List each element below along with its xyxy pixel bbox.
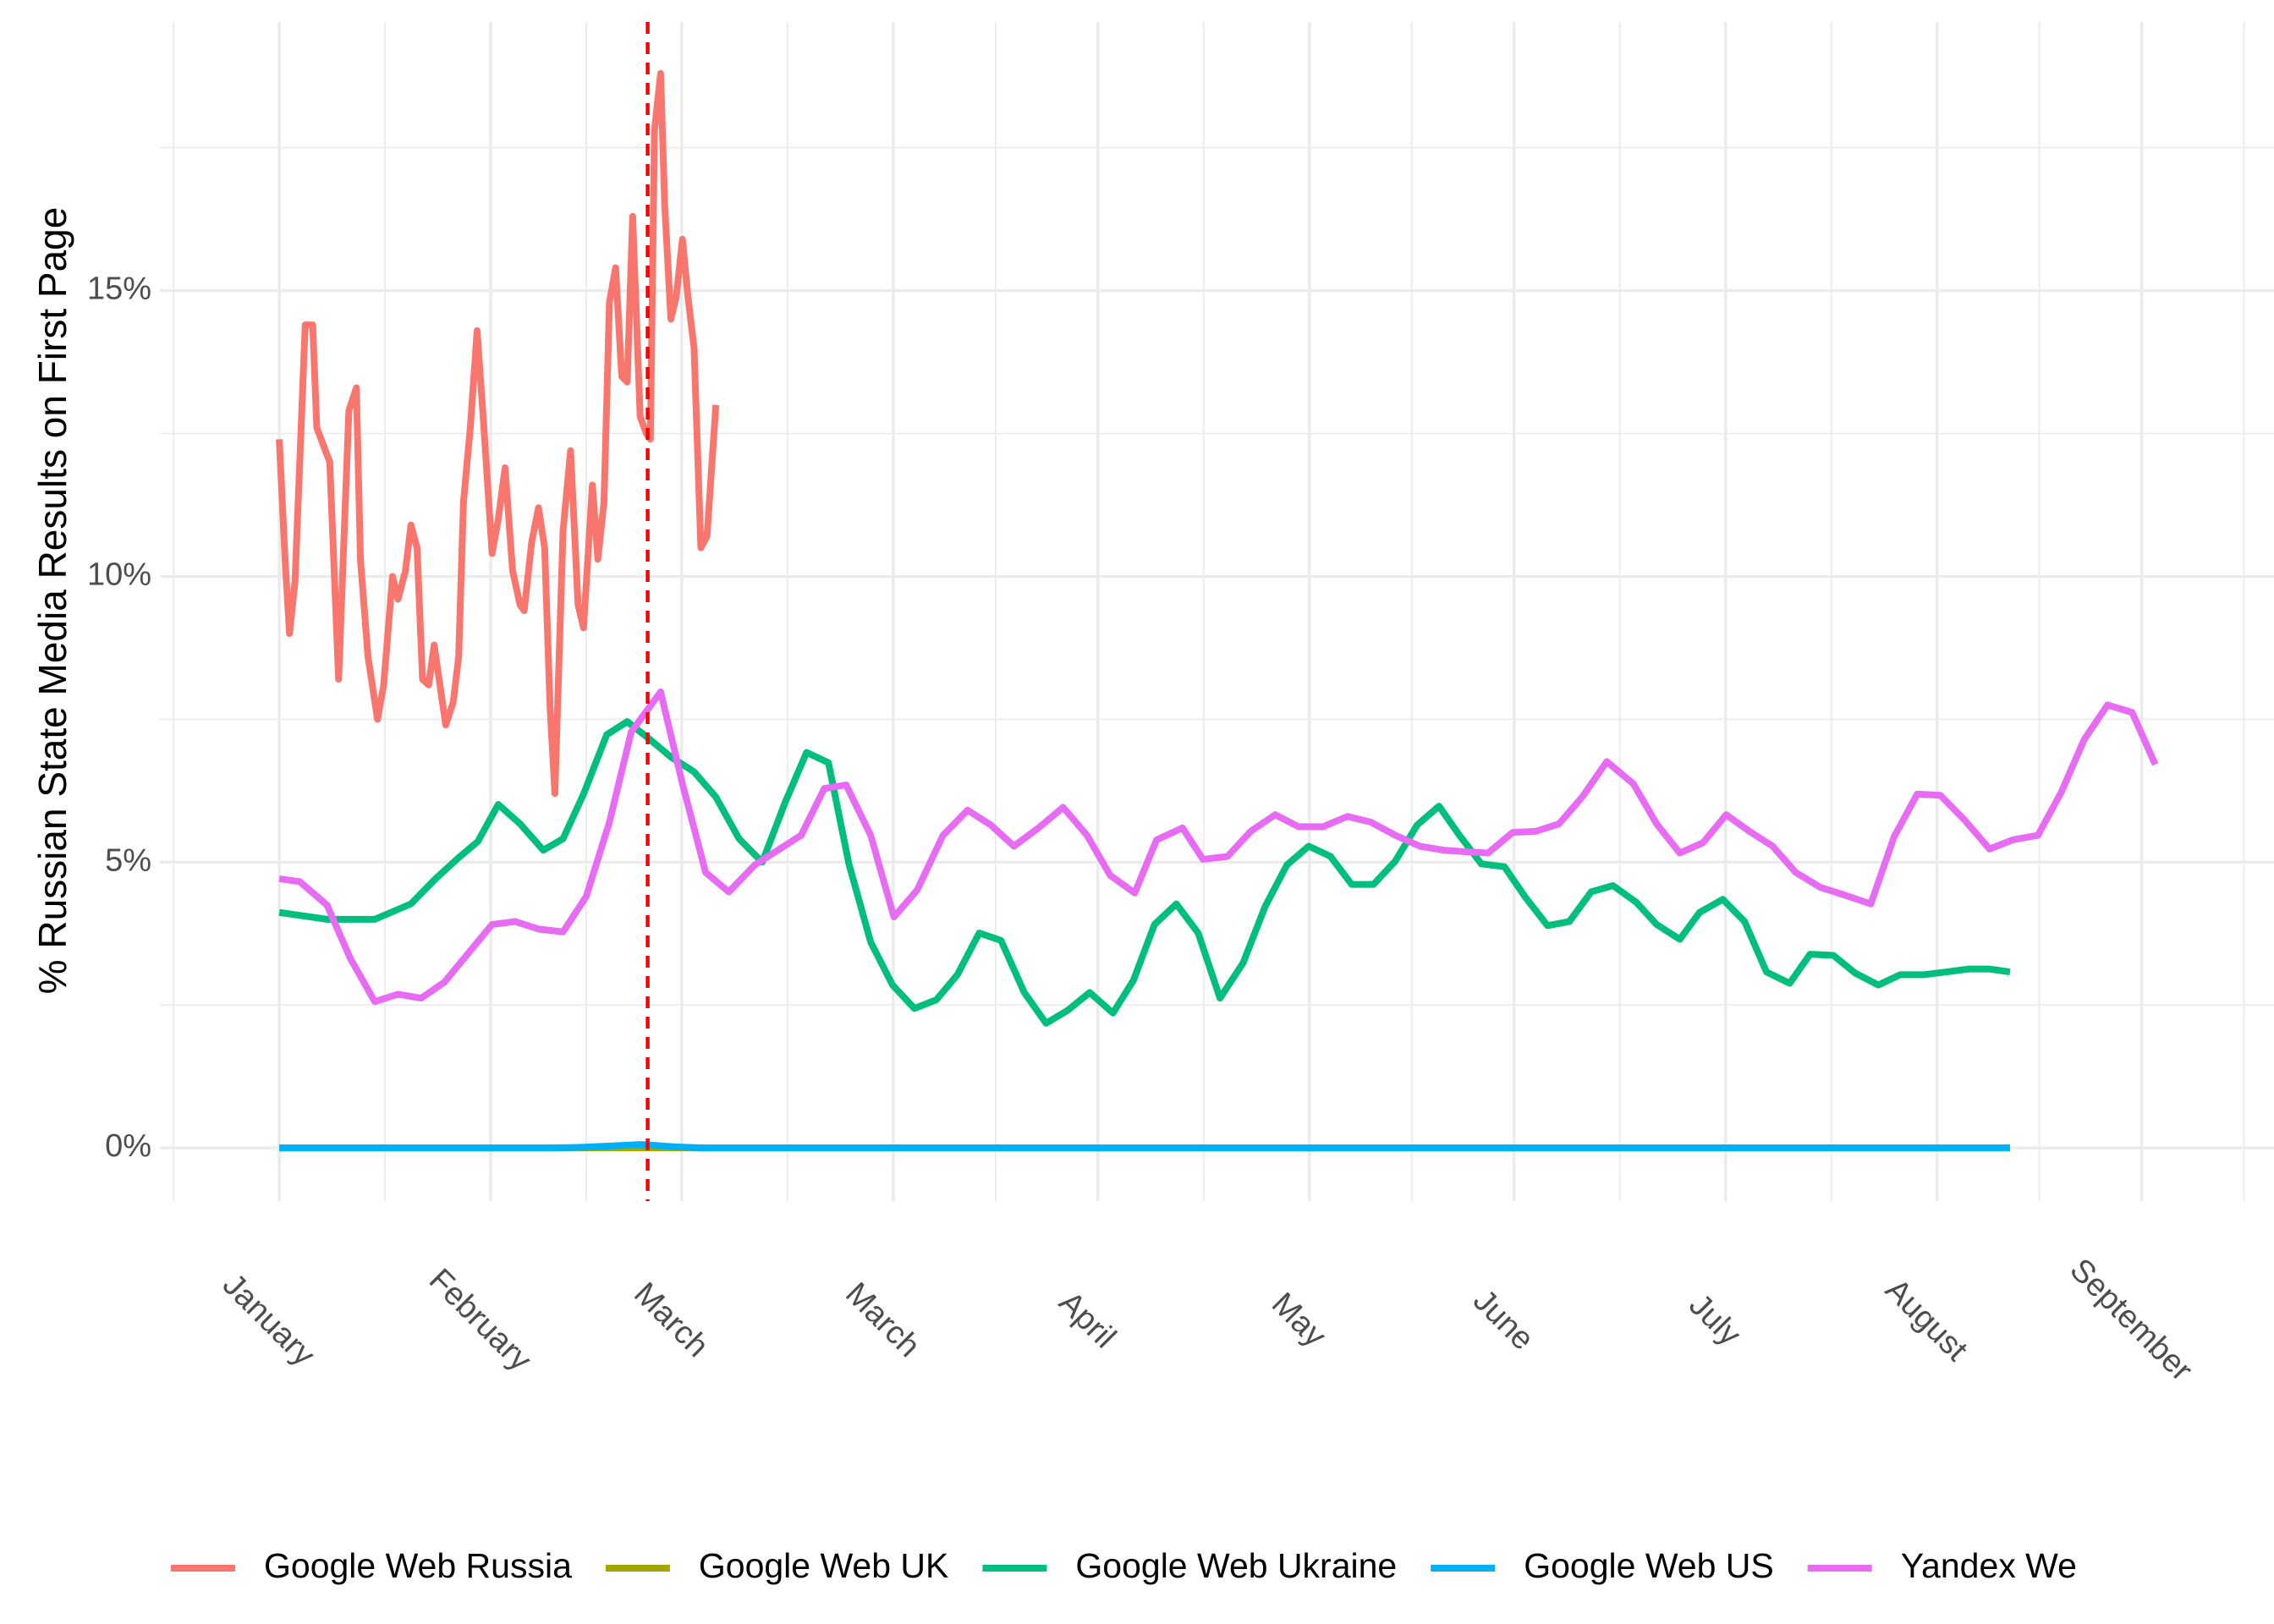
x-tick-label: March [838, 1276, 926, 1363]
legend-label: Google Web Ukraine [1075, 1546, 1397, 1585]
x-tick-label: February [422, 1262, 538, 1378]
x-tick-label: March [627, 1276, 715, 1363]
x-tick-label: April [1052, 1285, 1122, 1355]
series-line [278, 688, 2159, 1006]
y-tick-label: 5% [105, 842, 151, 878]
legend-label: Google Web US [1524, 1546, 1774, 1585]
x-tick-label: August [1878, 1272, 1975, 1369]
y-tick-label: 0% [105, 1128, 151, 1164]
series-line [279, 1141, 2010, 1152]
legend: Google Web Russia Google Web UK Google Web… [171, 1546, 2077, 1585]
series-line [278, 718, 2011, 1027]
grid [160, 22, 2274, 1201]
y-tick-label: 10% [87, 557, 151, 592]
legend-label: Google Web UK [699, 1546, 949, 1585]
x-tick-label: September [2063, 1252, 2199, 1388]
legend-label: Google Web Russia [264, 1546, 572, 1585]
x-tick-label: May [1265, 1286, 1332, 1353]
x-tick-label: January [216, 1267, 321, 1373]
plot-area [276, 22, 2159, 1201]
x-tick-label: June [1466, 1283, 1541, 1358]
axes: 0% 5% 10% 15% January February March March April… [87, 272, 2200, 1389]
y-tick-label: 15% [87, 272, 151, 307]
legend-label: Yandex We [1901, 1546, 2077, 1585]
x-tick-label: July [1682, 1287, 1747, 1352]
series-line [276, 69, 720, 798]
y-axis-title: % Russian State Media Results on First P… [30, 207, 74, 995]
